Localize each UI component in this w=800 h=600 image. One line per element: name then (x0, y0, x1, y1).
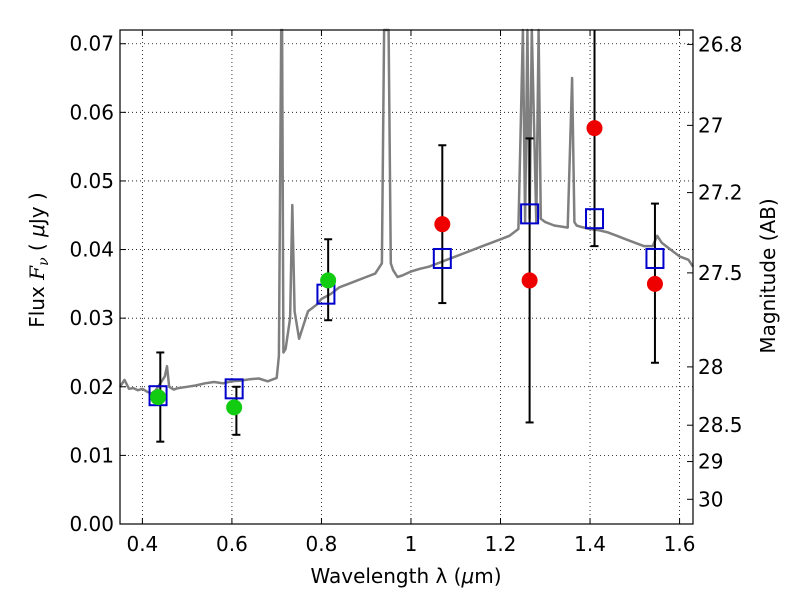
model-square-marker (432, 247, 452, 269)
x-tick-label: 0.8 (306, 532, 338, 556)
y-tick-label: 0.05 (69, 169, 114, 193)
model-squares (148, 203, 665, 407)
spectrum-polyline (118, 28, 695, 395)
model-square-marker (585, 208, 605, 230)
observed-circle-marker (434, 216, 451, 233)
y2-tick-label: 27.5 (698, 261, 743, 285)
y-axis-ticks: 0.00 0.01 0.02 0.03 0.04 0.05 0.06 0.07 (69, 32, 126, 536)
model-square-marker (520, 203, 540, 225)
y2-tick-label: 28.5 (698, 413, 743, 437)
y-tick-label: 0.07 (69, 32, 114, 56)
observed-circle-marker (521, 272, 538, 289)
y2-axis-ticks: 26.8 27 27.2 27.5 28 28.5 29 30 (687, 32, 743, 511)
plot-frame (119, 29, 694, 525)
y2-tick-label: 27 (698, 113, 723, 137)
x-tick-label: 1 (405, 532, 418, 556)
model-square-marker (224, 378, 244, 400)
observed-circle-marker (646, 275, 663, 292)
y2-tick-label: 27.2 (698, 181, 743, 205)
y-tick-label: 0.04 (69, 238, 114, 262)
y2-tick-label: 28 (698, 355, 723, 379)
y2-tick-label: 30 (698, 487, 723, 511)
observed-circle-marker (320, 272, 337, 289)
y2-axis-title: Magnitude (AB) (756, 198, 780, 353)
y-tick-label: 0.02 (69, 375, 114, 399)
model-square-marker (645, 247, 665, 269)
x-tick-label: 1.6 (664, 532, 696, 556)
y-tick-label: 0.03 (69, 306, 114, 330)
x-axis-ticks: 0.4 0.6 0.8 1 1.2 1.4 1.6 (126, 30, 695, 556)
y-tick-label: 0.06 (69, 100, 114, 124)
x-tick-label: 1.4 (574, 532, 606, 556)
y2-tick-label: 29 (698, 450, 723, 474)
x-tick-label: 0.6 (216, 532, 248, 556)
grid (120, 30, 693, 525)
y2-tick-label: 26.8 (698, 32, 743, 56)
x-axis-title: Wavelength λ (μm) (310, 564, 501, 588)
model-square-marker (148, 385, 168, 407)
y-axis-title: Flux Fν ( μJy ) (25, 192, 52, 328)
y-tick-label: 0.00 (69, 512, 114, 536)
y-tick-label: 0.01 (69, 443, 114, 467)
observed-circle-marker (226, 399, 243, 416)
spectrum-line (118, 28, 695, 395)
observed-circle-marker (586, 120, 603, 137)
x-tick-label: 0.4 (126, 532, 158, 556)
observed-points (150, 120, 663, 416)
x-tick-label: 1.2 (485, 532, 517, 556)
observed-circle-marker (150, 389, 167, 406)
